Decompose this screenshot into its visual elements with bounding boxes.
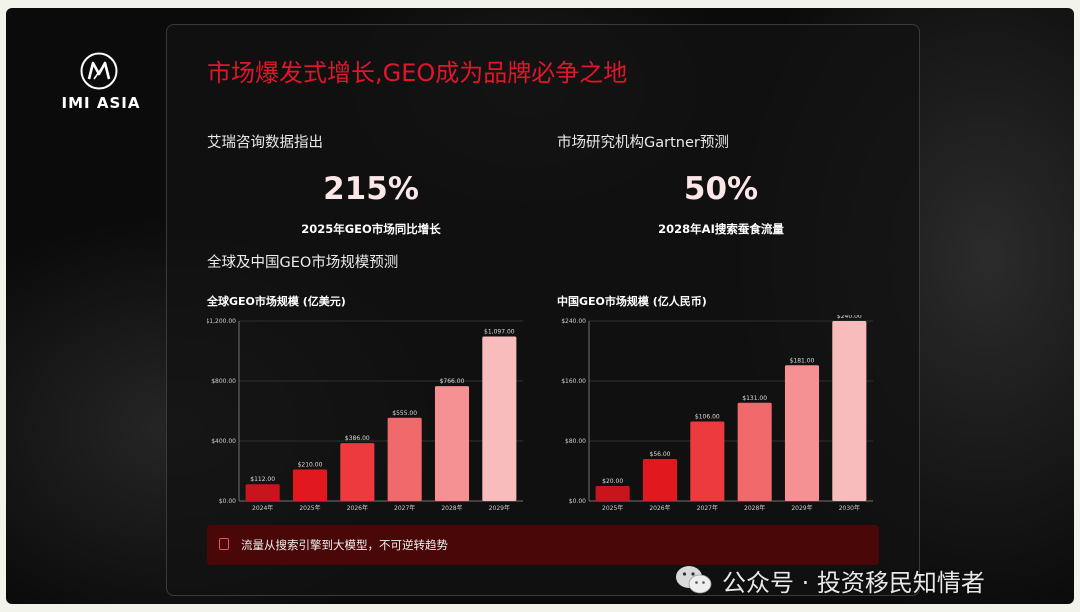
x-tick-label: 2027年 bbox=[697, 504, 718, 512]
bar-2027年 bbox=[690, 421, 725, 501]
x-tick-label: 2024年 bbox=[252, 504, 273, 512]
bar-2026年 bbox=[340, 443, 375, 501]
bar-2029年 bbox=[784, 365, 820, 501]
stat-caption-iresearch: 2025年GEO市场同比增长 bbox=[301, 222, 441, 236]
x-tick-label: 2025年 bbox=[602, 504, 623, 512]
y-tick-label: $400.00 bbox=[211, 438, 236, 445]
x-tick-label: 2027年 bbox=[394, 504, 415, 512]
stat-caption-gartner: 2028年AI搜索蚕食流量 bbox=[658, 222, 784, 236]
stat-heading-gartner: 市场研究机构Gartner预测 bbox=[557, 135, 729, 151]
china-chart-title: 中国GEO市场规模 (亿人民币) bbox=[557, 295, 707, 308]
wechat-icon bbox=[676, 566, 712, 594]
y-tick-label: $80.00 bbox=[565, 438, 586, 445]
data-label: $240.00 bbox=[837, 315, 862, 320]
x-tick-label: 2028年 bbox=[441, 504, 462, 512]
y-tick-label: $240.00 bbox=[561, 318, 586, 325]
section-heading: 全球及中国GEO市场规模预测 bbox=[207, 255, 399, 271]
y-tick-label: $0.00 bbox=[219, 498, 236, 505]
footer-banner: 流量从搜索引擎到大模型，不可逆转趋势 bbox=[207, 525, 879, 565]
bar-2027年 bbox=[387, 417, 422, 501]
content-panel: 市场爆发式增长,GEO成为品牌必争之地 艾瑞咨询数据指出 215% 2025年G… bbox=[166, 24, 920, 596]
watermark: 公众号 · 投资移民知情者 bbox=[674, 560, 1074, 600]
bar-2028年 bbox=[737, 402, 772, 501]
y-tick-label: $1,200.00 bbox=[207, 318, 236, 325]
global-geo-bar-chart: $0.00 $400.00 $800.00 $1,200.00 $112.00 2024年… bbox=[207, 318, 523, 512]
data-label: $386.00 bbox=[345, 435, 370, 442]
y-tick-label: $160.00 bbox=[561, 378, 586, 385]
data-label: $20.00 bbox=[602, 478, 623, 485]
bar-2029年 bbox=[482, 336, 517, 501]
x-tick-label: 2025年 bbox=[299, 504, 320, 512]
x-tick-label: 2026年 bbox=[649, 504, 670, 512]
page-title: 市场爆发式增长,GEO成为品牌必争之地 bbox=[207, 59, 628, 87]
y-tick-label: $800.00 bbox=[211, 378, 236, 385]
imi-asia-logo: IMI ASIA bbox=[46, 52, 156, 122]
bar-2030年 bbox=[832, 321, 867, 501]
footer-text: 流量从搜索引擎到大模型，不可逆转趋势 bbox=[241, 538, 448, 552]
data-label: $131.00 bbox=[742, 395, 767, 402]
data-label: $106.00 bbox=[695, 414, 720, 421]
data-label: $766.00 bbox=[440, 378, 465, 385]
bar-2026年 bbox=[642, 459, 678, 501]
data-label: $56.00 bbox=[650, 451, 671, 458]
x-tick-label: 2028年 bbox=[744, 504, 765, 512]
stat-heading-iresearch: 艾瑞咨询数据指出 bbox=[207, 135, 323, 151]
x-tick-label: 2029年 bbox=[791, 504, 812, 512]
note-icon bbox=[219, 538, 229, 550]
global-chart-title: 全球GEO市场规模 (亿美元) bbox=[207, 295, 346, 308]
stat-value-gartner: 50% bbox=[683, 171, 759, 207]
stat-value-iresearch: 215% bbox=[323, 171, 419, 207]
x-tick-label: 2026年 bbox=[347, 504, 368, 512]
bar-2028年 bbox=[434, 386, 470, 501]
watermark-text: 公众号 · 投资移民知情者 bbox=[722, 569, 985, 597]
china-geo-bar-chart: $0.00 $80.00 $160.00 $240.00 $20.00 2025年 $56.… bbox=[561, 315, 873, 512]
bar-2025年 bbox=[595, 486, 630, 501]
data-label: $210.00 bbox=[298, 462, 323, 469]
data-label: $1,097.00 bbox=[484, 328, 515, 335]
data-label: $555.00 bbox=[392, 410, 417, 417]
slide: IMI ASIA 市场爆发式增长,GEO成为品牌必争之地 艾瑞咨询数据指出 21… bbox=[6, 8, 1074, 604]
bar-2025年 bbox=[292, 469, 328, 501]
data-label: $181.00 bbox=[790, 357, 815, 364]
logo-mark-icon bbox=[80, 52, 118, 90]
x-tick-label: 2029年 bbox=[489, 504, 510, 512]
data-label: $112.00 bbox=[250, 476, 275, 483]
x-tick-label: 2030年 bbox=[839, 504, 860, 512]
bar-2024年 bbox=[245, 484, 280, 501]
logo-text: IMI ASIA bbox=[61, 94, 141, 112]
y-tick-label: $0.00 bbox=[569, 498, 586, 505]
